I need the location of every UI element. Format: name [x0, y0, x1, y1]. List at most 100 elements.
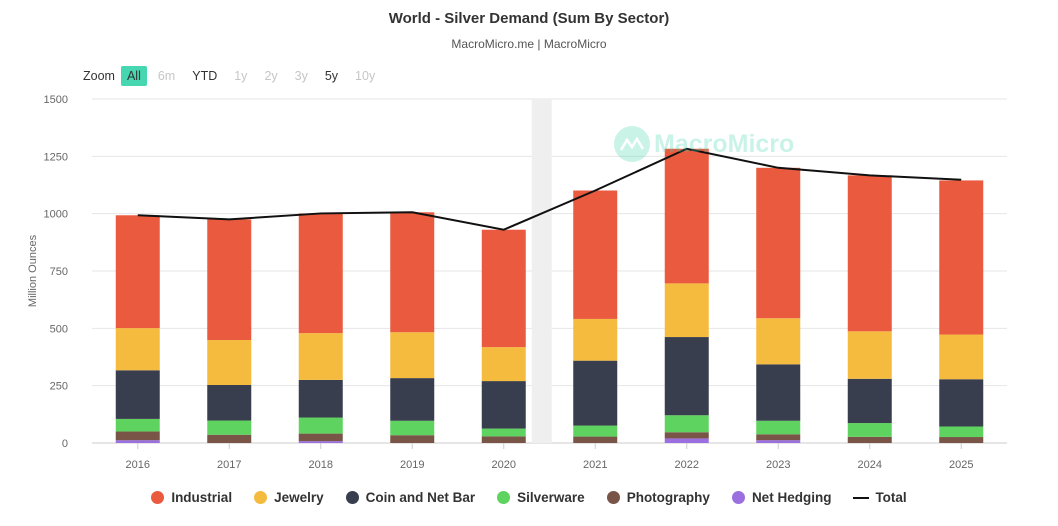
bar-net-hedging-2022[interactable] — [664, 438, 709, 443]
bar-jewelry-2025[interactable] — [939, 334, 984, 380]
zoom-5y-button[interactable]: 5y — [324, 69, 339, 83]
bar-silverware-2018[interactable] — [298, 417, 343, 434]
y-tick-label: 0 — [62, 438, 68, 450]
total-line-path[interactable] — [137, 147, 962, 231]
bar-silverware-2023[interactable] — [756, 420, 801, 435]
bar-jewelry-2020[interactable] — [481, 347, 526, 382]
legend-item-photography[interactable]: Photography — [606, 490, 710, 505]
bar-photography-2025[interactable] — [939, 437, 984, 443]
zoom-10y-button[interactable]: 10y — [355, 69, 376, 83]
bar-photography-2022[interactable] — [664, 432, 709, 439]
bar-photography-2016[interactable] — [115, 431, 160, 441]
bar-net-hedging-2016[interactable] — [115, 440, 160, 443]
legend-item-industrial[interactable]: Industrial — [151, 490, 232, 505]
bar-silverware-2024[interactable] — [847, 423, 892, 437]
bar-industrial-2022[interactable] — [664, 148, 709, 284]
legend-item-total[interactable]: Total — [853, 490, 907, 505]
total-line[interactable] — [137, 147, 962, 231]
legend-marker — [853, 496, 870, 499]
bar-silverware-2021[interactable] — [573, 425, 618, 437]
y-axis-label: Million Ounces — [27, 234, 39, 307]
zoom-2y-button[interactable]: 2y — [264, 69, 278, 83]
bar-industrial-2023[interactable] — [756, 167, 801, 319]
x-tick-label: 2020 — [492, 459, 516, 471]
bar-coin-and-net-bar-2020[interactable] — [481, 381, 526, 429]
bar-industrial-2020[interactable] — [481, 229, 526, 348]
chart-title: World - Silver Demand (Sum By Sector) — [388, 10, 670, 27]
x-tick-label: 2019 — [400, 459, 424, 471]
bar-industrial-2025[interactable] — [939, 180, 984, 335]
legend-marker — [345, 491, 359, 504]
x-tick-label: 2018 — [309, 459, 333, 471]
bar-jewelry-2016[interactable] — [115, 328, 160, 371]
bar-net-hedging-2023[interactable] — [756, 440, 801, 443]
bar-silverware-2020[interactable] — [481, 428, 526, 437]
bar-jewelry-2023[interactable] — [756, 318, 801, 365]
y-axis: 0 250 500 750 1000 1250 1500 — [44, 94, 68, 450]
bar-jewelry-2021[interactable] — [573, 318, 618, 361]
bar-coin-and-net-bar-2018[interactable] — [298, 379, 343, 418]
x-tick-label: 2024 — [858, 459, 882, 471]
bar-photography-2018[interactable] — [298, 433, 343, 442]
bar-photography-2023[interactable] — [756, 434, 801, 441]
legend-item-coin-and-net-bar[interactable]: Coin and Net Bar — [345, 490, 476, 505]
bar-net-hedging-2018[interactable] — [298, 441, 343, 443]
bar-photography-2021[interactable] — [573, 436, 618, 443]
bar-coin-and-net-bar-2025[interactable] — [939, 379, 984, 427]
bar-photography-2017[interactable] — [207, 434, 252, 443]
legend-item-silverware[interactable]: Silverware — [497, 490, 585, 505]
bar-industrial-2024[interactable] — [847, 175, 892, 332]
legend-label: Photography — [626, 490, 710, 505]
bar-photography-2019[interactable] — [390, 435, 435, 443]
legend-marker — [497, 491, 511, 504]
bar-photography-2024[interactable] — [847, 436, 892, 443]
bar-silverware-2025[interactable] — [939, 426, 984, 438]
legend-item-net-hedging[interactable]: Net Hedging — [731, 490, 831, 505]
x-tick-label: 2016 — [126, 459, 150, 471]
zoom-3y-button[interactable]: 3y — [294, 69, 308, 83]
legend-label: Coin and Net Bar — [365, 490, 476, 505]
bar-coin-and-net-bar-2019[interactable] — [390, 378, 435, 421]
chart-subtitle: MacroMicro.me | MacroMicro — [451, 37, 607, 51]
legend-label: Industrial — [171, 490, 233, 505]
bar-industrial-2018[interactable] — [298, 213, 343, 334]
y-tick-label: 250 — [50, 381, 68, 393]
bar-industrial-2016[interactable] — [115, 215, 160, 329]
bar-jewelry-2017[interactable] — [207, 340, 252, 385]
bar-industrial-2019[interactable] — [390, 212, 435, 333]
zoom-all-button[interactable]: All — [120, 66, 147, 86]
zoom-label: Zoom — [83, 69, 115, 83]
bar-jewelry-2022[interactable] — [664, 283, 709, 338]
legend-marker — [151, 491, 165, 504]
bar-coin-and-net-bar-2021[interactable] — [573, 360, 618, 426]
x-tick-label: 2023 — [766, 459, 790, 471]
bar-photography-2020[interactable] — [481, 436, 526, 443]
bar-silverware-2019[interactable] — [390, 420, 435, 436]
legend-label: Total — [875, 490, 907, 505]
legend-item-jewelry[interactable]: Jewelry — [254, 490, 324, 505]
y-tick-label: 1250 — [44, 151, 68, 163]
bar-coin-and-net-bar-2022[interactable] — [664, 337, 709, 416]
bar-industrial-2021[interactable] — [573, 190, 618, 319]
bar-silverware-2017[interactable] — [207, 420, 252, 435]
bar-coin-and-net-bar-2024[interactable] — [847, 378, 892, 424]
bar-coin-and-net-bar-2016[interactable] — [115, 370, 160, 419]
legend-marker — [731, 491, 745, 504]
zoom-1y-button[interactable]: 1y — [234, 69, 248, 83]
bar-coin-and-net-bar-2023[interactable] — [756, 364, 801, 421]
legend-label: Jewelry — [274, 490, 324, 505]
bar-coin-and-net-bar-2017[interactable] — [207, 384, 252, 421]
zoom-6m-button[interactable]: 6m — [157, 69, 176, 83]
bars[interactable] — [115, 148, 984, 443]
bar-silverware-2016[interactable] — [115, 418, 160, 432]
bar-industrial-2017[interactable] — [207, 219, 252, 341]
watermark: MacroMicro — [614, 126, 794, 162]
zoom-ytd-button[interactable]: YTD — [192, 69, 218, 83]
bar-jewelry-2018[interactable] — [298, 333, 343, 380]
bar-jewelry-2024[interactable] — [847, 331, 892, 379]
bar-silverware-2022[interactable] — [664, 415, 709, 433]
legend-marker — [254, 491, 268, 504]
x-axis: 2016 2017 2018 2019 2020 2021 2022 2023 2024 2025 — [126, 443, 973, 471]
bar-jewelry-2019[interactable] — [390, 332, 435, 379]
